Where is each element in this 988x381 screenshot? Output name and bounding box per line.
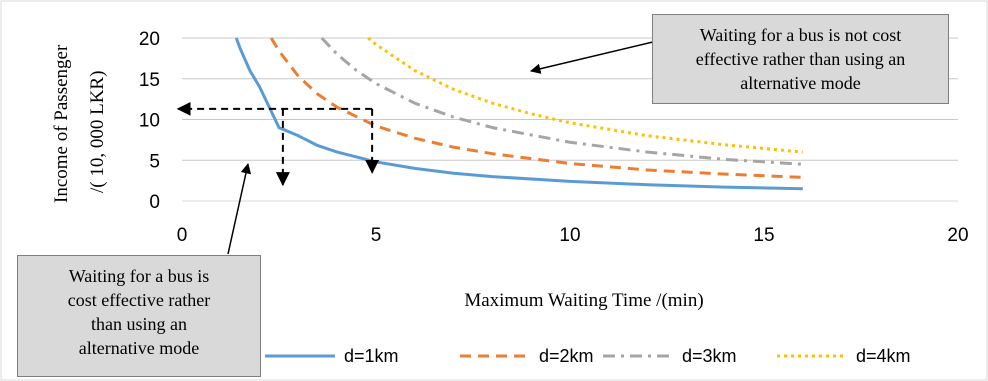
gridlines <box>182 37 958 161</box>
legend-label: d=4km <box>856 346 911 366</box>
y-axis-title-line-1: Income of Passenger <box>51 44 72 203</box>
x-tick-label: 15 <box>753 225 774 246</box>
y-axis-title-line-2: /( 10, 000 LKR) <box>87 71 108 193</box>
y-tick-label: 15 <box>139 70 160 91</box>
y-tick-label: 20 <box>139 29 160 50</box>
x-tick-label: 0 <box>177 225 188 246</box>
y-tick-label: 0 <box>149 192 160 213</box>
callout-top-line-3: alternative mode <box>740 73 861 93</box>
callout-bottom-line-1: Waiting for a bus is <box>68 266 210 286</box>
legend-label: d=3km <box>682 346 737 366</box>
series-line-d4km <box>367 36 803 154</box>
guide-arrows <box>176 101 380 187</box>
x-tick-label: 10 <box>559 225 580 246</box>
callout-bottom-line-4: alternative mode <box>78 338 200 358</box>
callout-cost-effective: Waiting for a bus is cost effective rath… <box>17 255 261 377</box>
callout-top-line-2: effective rather than using an <box>695 49 906 69</box>
x-tick-label: 20 <box>947 225 968 246</box>
y-tick-label: 5 <box>149 151 160 172</box>
x-tick-label: 5 <box>371 225 382 246</box>
axes: 0 5 10 15 20 0 5 10 15 20 <box>139 29 969 246</box>
legend-label: d=2km <box>539 346 594 366</box>
callout-bottom-line-2: cost effective rather <box>67 290 211 310</box>
series-line-d1km <box>234 37 803 191</box>
callout-bottom-pointer <box>227 162 252 255</box>
x-axis-title: Maximum Waiting Time /(min) <box>464 290 703 311</box>
series-line-d3km <box>320 36 803 166</box>
legend-label: d=1km <box>344 346 399 366</box>
legend: d=1km d=2km d=3km d=4km <box>265 346 911 366</box>
callout-top-pointer <box>529 40 658 74</box>
callout-bottom-line-3: than using an <box>91 314 187 334</box>
callout-not-cost-effective: Waiting for a bus is not cost effective … <box>652 14 949 104</box>
y-tick-label: 10 <box>139 111 160 132</box>
callout-top-line-1: Waiting for a bus is not cost <box>699 25 902 45</box>
series-group <box>234 36 803 191</box>
series-line-d2km <box>269 37 803 179</box>
